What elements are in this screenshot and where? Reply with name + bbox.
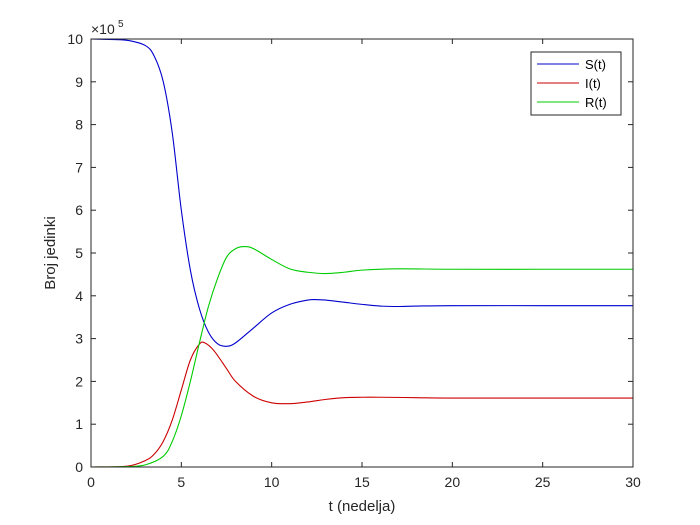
legend: S(t) I(t) R(t) <box>530 51 622 116</box>
x-tick-label: 0 <box>87 474 95 490</box>
x-tick-label: 30 <box>625 474 641 490</box>
ticks-layer: 0 5 10 15 20 25 30 0 1 2 3 4 5 6 7 8 9 10 <box>67 31 641 490</box>
exponent-power: 5 <box>118 19 124 30</box>
x-tick-label: 5 <box>177 474 185 490</box>
y-tick-label: 3 <box>75 331 83 347</box>
exponent-base: ×10 <box>91 21 115 37</box>
series-layer <box>90 38 633 468</box>
y-tick-label: 9 <box>75 74 83 90</box>
series-line-2 <box>90 246 633 468</box>
y-axis-title: Broj jedinki <box>42 216 59 289</box>
x-axis-title: t (nedelja) <box>329 498 396 515</box>
y-tick-label: 4 <box>75 288 83 304</box>
y-tick-label: 5 <box>75 245 83 261</box>
y-axis-exponent: ×10 5 <box>91 19 124 37</box>
series-line-0 <box>90 38 633 347</box>
legend-label-0: S(t) <box>585 57 606 72</box>
y-tick-label: 7 <box>75 159 83 175</box>
x-tick-label: 20 <box>445 474 461 490</box>
y-tick-label: 10 <box>67 31 83 47</box>
x-tick-label: 25 <box>535 474 551 490</box>
legend-label-2: R(t) <box>585 95 607 110</box>
y-tick-label: 1 <box>75 416 83 432</box>
y-tick-label: 0 <box>75 459 83 475</box>
y-tick-label: 8 <box>75 117 83 133</box>
x-tick-label: 10 <box>264 474 280 490</box>
legend-label-1: I(t) <box>585 76 601 91</box>
y-tick-label: 2 <box>75 373 83 389</box>
y-tick-label: 6 <box>75 202 83 218</box>
x-tick-label: 15 <box>354 474 370 490</box>
series-line-1 <box>90 341 633 468</box>
